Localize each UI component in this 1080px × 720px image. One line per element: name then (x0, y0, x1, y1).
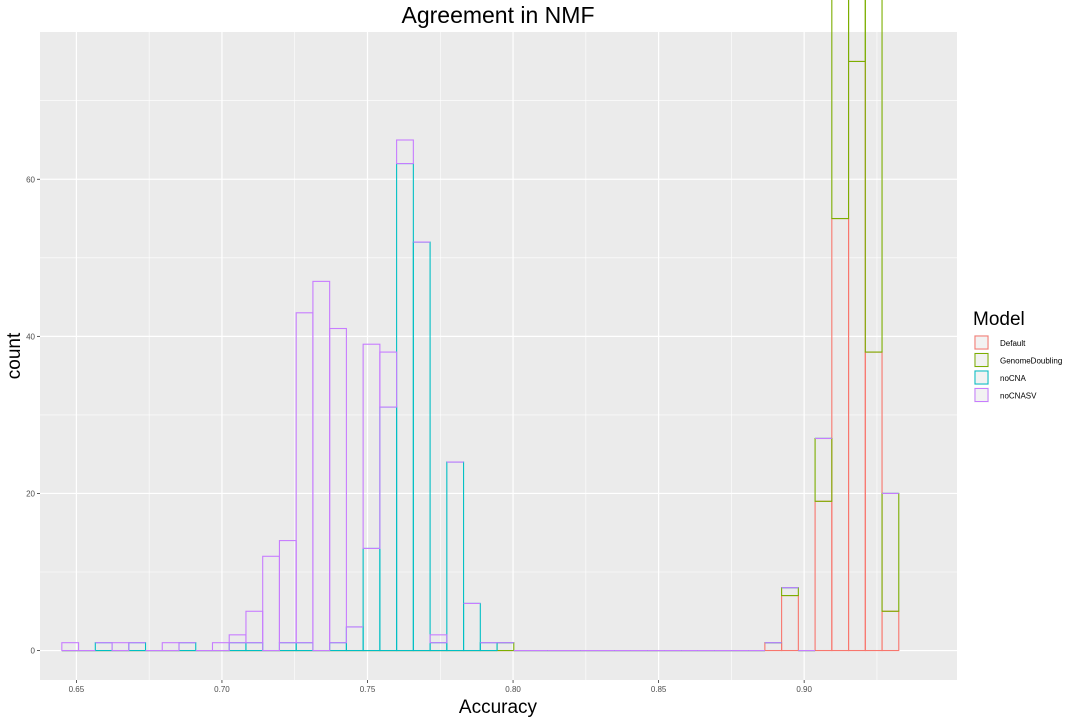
y-tick-label: 0 (31, 647, 36, 656)
histogram-bar (396, 139, 414, 165)
legend-key-Default (974, 335, 989, 350)
legend: Model Default GenomeDoubling noCNA noCNASV (973, 309, 1062, 403)
legend-key-noCNA (974, 370, 989, 385)
legend-key-bg (974, 352, 989, 368)
x-tick-label: 0.75 (360, 685, 376, 694)
x-axis-title: Accuracy (459, 697, 538, 718)
histogram-bar (329, 327, 347, 644)
legend-key-bg (974, 370, 989, 385)
legend-key-bg (974, 335, 989, 350)
x-tick-label: 0.85 (651, 685, 667, 694)
histogram-bar (161, 642, 180, 652)
y-tick-label: 60 (26, 175, 35, 184)
histogram-bar (864, 0, 883, 353)
y-tick-label: 40 (26, 332, 35, 341)
histogram-bar (61, 642, 80, 652)
legend-label: Default (1000, 339, 1026, 348)
legend-key-bg (974, 387, 989, 403)
histogram-bar (211, 642, 230, 652)
histogram-bar (831, 0, 850, 220)
bars-layer (61, 0, 900, 652)
legend-key-GenomeDoubling (974, 353, 989, 367)
legend-title: Model (973, 309, 1025, 330)
legend-label: noCNASV (1000, 392, 1037, 401)
histogram-bar (848, 0, 866, 63)
histogram-bar (429, 634, 448, 644)
plot-panel (40, 32, 957, 680)
histogram-bar (362, 343, 381, 549)
x-tick-label: 0.80 (505, 685, 521, 694)
legend-items: Default GenomeDoubling noCNA noCNASV (974, 335, 1062, 403)
legend-key-noCNASV (974, 388, 989, 402)
legend-label: GenomeDoubling (1000, 357, 1062, 366)
x-tick-label: 0.70 (214, 685, 230, 694)
series-noCNASV (61, 139, 899, 652)
y-axis-title: count (4, 332, 25, 379)
legend-label: noCNA (1000, 374, 1026, 383)
histogram-bar (111, 642, 130, 652)
x-tick-label: 0.65 (69, 685, 85, 694)
chart-title: Agreement in NMF (401, 2, 594, 28)
axes-layer: 0.65 0.70 0.75 0.80 0.85 0.90 0 20 40 60 (26, 175, 812, 694)
histogram-bar (379, 351, 398, 408)
x-tick-label: 0.90 (796, 685, 812, 694)
y-tick-label: 20 (26, 489, 35, 498)
